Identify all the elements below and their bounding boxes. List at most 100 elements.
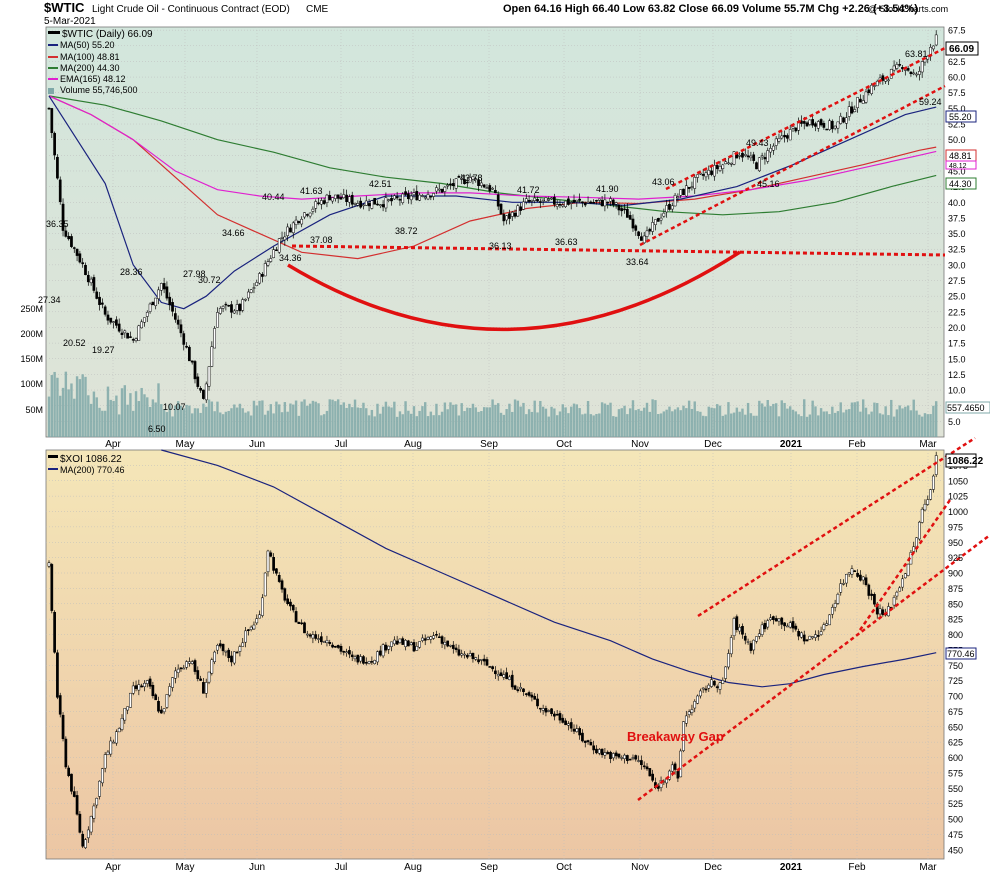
candle-body	[847, 572, 851, 575]
candle-body	[524, 693, 528, 695]
candle-body	[836, 121, 840, 129]
candle-body	[766, 150, 770, 162]
tag-close-text: 66.09	[949, 44, 974, 55]
volume-bar	[679, 410, 682, 437]
annotation-label: 36.35	[46, 219, 69, 229]
candle-body	[648, 228, 652, 232]
candle-body	[920, 508, 924, 523]
candle-body	[300, 622, 304, 625]
volume-bar	[457, 415, 461, 437]
candle-body	[783, 134, 786, 138]
volume-bar	[814, 406, 817, 437]
volume-bar	[895, 409, 899, 437]
legend-swatch-price	[48, 31, 60, 34]
volume-bar	[247, 411, 250, 437]
candle-body	[735, 616, 739, 630]
y-tick-label: 725	[948, 676, 963, 686]
candle-body	[407, 640, 410, 647]
volume-bar	[614, 416, 618, 437]
candle-body	[50, 108, 54, 133]
volume-bar	[598, 413, 601, 437]
volume-bar	[348, 403, 351, 437]
candle-body	[277, 574, 281, 582]
candle-body	[600, 748, 604, 755]
annotation-label: 49.43	[746, 138, 769, 148]
candle-body	[589, 741, 593, 746]
candle-body	[148, 303, 152, 312]
x-tick-label: Mar	[919, 862, 937, 873]
candle-body	[134, 338, 138, 342]
candle-body	[443, 641, 447, 646]
candle-body	[238, 303, 242, 312]
volume-bar	[300, 401, 303, 437]
volume-bar	[758, 400, 761, 437]
y-tick-label: 10.0	[948, 386, 966, 396]
candle-body	[129, 692, 132, 708]
volume-bar	[280, 412, 284, 437]
candle-body	[412, 192, 416, 196]
candle-body	[275, 568, 278, 574]
candle-body	[421, 637, 424, 641]
candle-body	[797, 630, 800, 637]
volume-bar	[904, 406, 907, 437]
candle-body	[648, 768, 652, 777]
volume-bar	[421, 406, 424, 437]
support-line	[291, 244, 946, 257]
volume-bar	[755, 415, 758, 437]
candle-body	[592, 745, 596, 751]
candle-body	[808, 635, 812, 640]
volume-bar	[555, 415, 559, 437]
volume-bar	[735, 407, 739, 437]
candle-body	[86, 274, 90, 283]
candle-body	[491, 666, 494, 670]
volume-bar	[873, 402, 876, 437]
volume-bar	[255, 405, 258, 437]
candle-body	[75, 248, 79, 256]
candle-body	[867, 89, 871, 93]
candle-body	[64, 738, 68, 768]
candle-body	[867, 584, 871, 596]
candle-body	[50, 564, 54, 611]
candle-body	[58, 179, 62, 203]
candle-body	[757, 633, 761, 637]
candle-body	[693, 177, 697, 189]
candle-body	[423, 638, 427, 641]
candle-body	[729, 163, 733, 165]
y-tick-label: 32.5	[948, 245, 966, 255]
volume-bar	[522, 402, 525, 437]
tag-ema165	[945, 160, 977, 170]
y-tick-label: 55.0	[948, 104, 966, 114]
candle-body	[752, 154, 756, 161]
candle-body	[895, 591, 899, 597]
volume-bar	[409, 413, 413, 437]
candle-body	[510, 674, 514, 688]
candle-body	[123, 330, 127, 334]
candle-body	[581, 732, 584, 742]
candle-body	[317, 638, 320, 640]
candle-body	[61, 203, 65, 231]
candle-body	[825, 128, 829, 131]
candle-body	[850, 106, 854, 114]
candle-body	[359, 200, 362, 208]
candle-body	[673, 194, 677, 207]
candle-body	[620, 208, 624, 212]
candle-body	[145, 312, 149, 317]
tag-xoi-ma200	[945, 647, 977, 660]
volume-bar	[901, 408, 904, 437]
volume-bar	[258, 400, 261, 437]
volume-bar	[482, 407, 486, 437]
candle-body	[317, 202, 320, 205]
candle-body	[656, 218, 660, 222]
annotation-label: 27.34	[38, 295, 61, 305]
candle-body	[269, 258, 273, 262]
volume-bar	[334, 401, 337, 437]
candle-body	[575, 728, 579, 732]
candle-body	[471, 176, 475, 180]
volume-bar	[196, 408, 200, 437]
candle-body	[336, 194, 340, 199]
volume-bar	[499, 412, 503, 437]
candle-body	[881, 75, 885, 81]
volume-bar	[75, 376, 79, 437]
volume-bar	[193, 408, 197, 437]
